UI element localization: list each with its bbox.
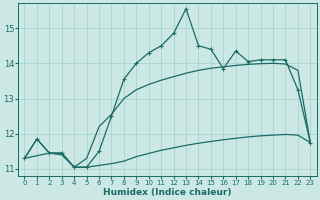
X-axis label: Humidex (Indice chaleur): Humidex (Indice chaleur)	[103, 188, 232, 197]
